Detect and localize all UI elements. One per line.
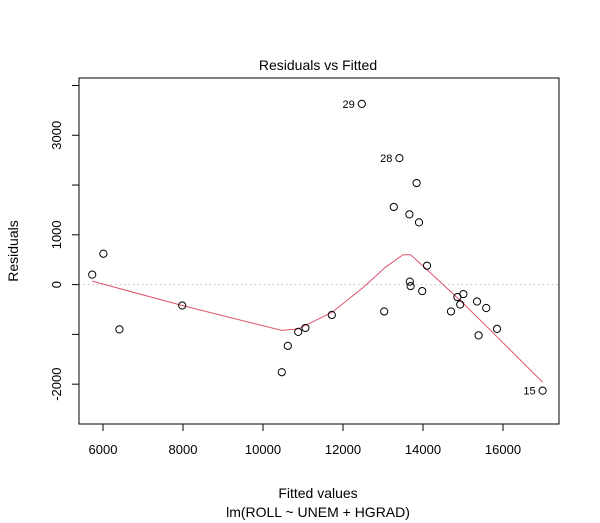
residual-point: [277, 368, 286, 377]
x-tick-label: 12000: [325, 442, 361, 457]
residual-point: [283, 341, 292, 350]
point-label: 29: [343, 99, 355, 111]
smooth-line: [92, 254, 543, 383]
x-tick-label: 6000: [89, 442, 118, 457]
residual-point: [482, 303, 491, 313]
y-axis: -2000 0 1000 3000: [49, 84, 80, 401]
x-axis-title: Fitted values: [278, 485, 357, 501]
residual-point: [474, 331, 483, 340]
residual-point: [294, 327, 303, 336]
residual-point: [88, 270, 97, 279]
residual-point: [405, 277, 414, 286]
smooth-line-group: [92, 254, 543, 383]
x-tick-label: 14000: [405, 442, 441, 457]
residual-point: [414, 218, 424, 227]
y-tick-label: 1000: [49, 220, 64, 249]
residual-point: [405, 210, 414, 219]
point-label: 28: [380, 153, 392, 165]
residual-point: [459, 289, 468, 299]
y-tick-label: 0: [49, 281, 64, 288]
residual-points: [88, 99, 547, 395]
residual-point: [446, 307, 456, 316]
x-axis: 6000 8000 10000 12000 14000 16000: [89, 423, 521, 457]
point-labels: 29 28 15: [343, 99, 536, 398]
y-tick-label: 3000: [49, 121, 64, 150]
residual-point: [395, 154, 404, 163]
residual-point: [301, 323, 310, 333]
residual-point: [538, 386, 547, 395]
x-tick-label: 8000: [169, 442, 198, 457]
x-tick-label: 16000: [485, 442, 521, 457]
y-axis-title: Residuals: [5, 220, 21, 281]
residual-point: [492, 324, 502, 334]
residual-point: [456, 300, 465, 309]
residual-point: [327, 310, 336, 320]
plot-title: Residuals vs Fitted: [259, 57, 377, 73]
plot-frame: [78, 77, 560, 425]
residual-point: [357, 99, 366, 108]
residual-point: [380, 307, 389, 316]
x-tick-label: 10000: [245, 442, 281, 457]
residual-point: [412, 178, 421, 188]
residual-point: [99, 249, 108, 258]
residual-point: [389, 202, 398, 212]
residual-point: [115, 325, 124, 334]
x-axis-subtitle: lm(ROLL ~ UNEM + HGRAD): [226, 504, 410, 520]
residual-point: [472, 297, 482, 306]
y-tick-label: -2000: [49, 368, 64, 401]
residual-point: [422, 261, 432, 270]
residual-point: [406, 281, 415, 291]
point-label: 15: [523, 386, 535, 398]
residual-point: [178, 301, 187, 310]
residual-point: [418, 286, 427, 296]
